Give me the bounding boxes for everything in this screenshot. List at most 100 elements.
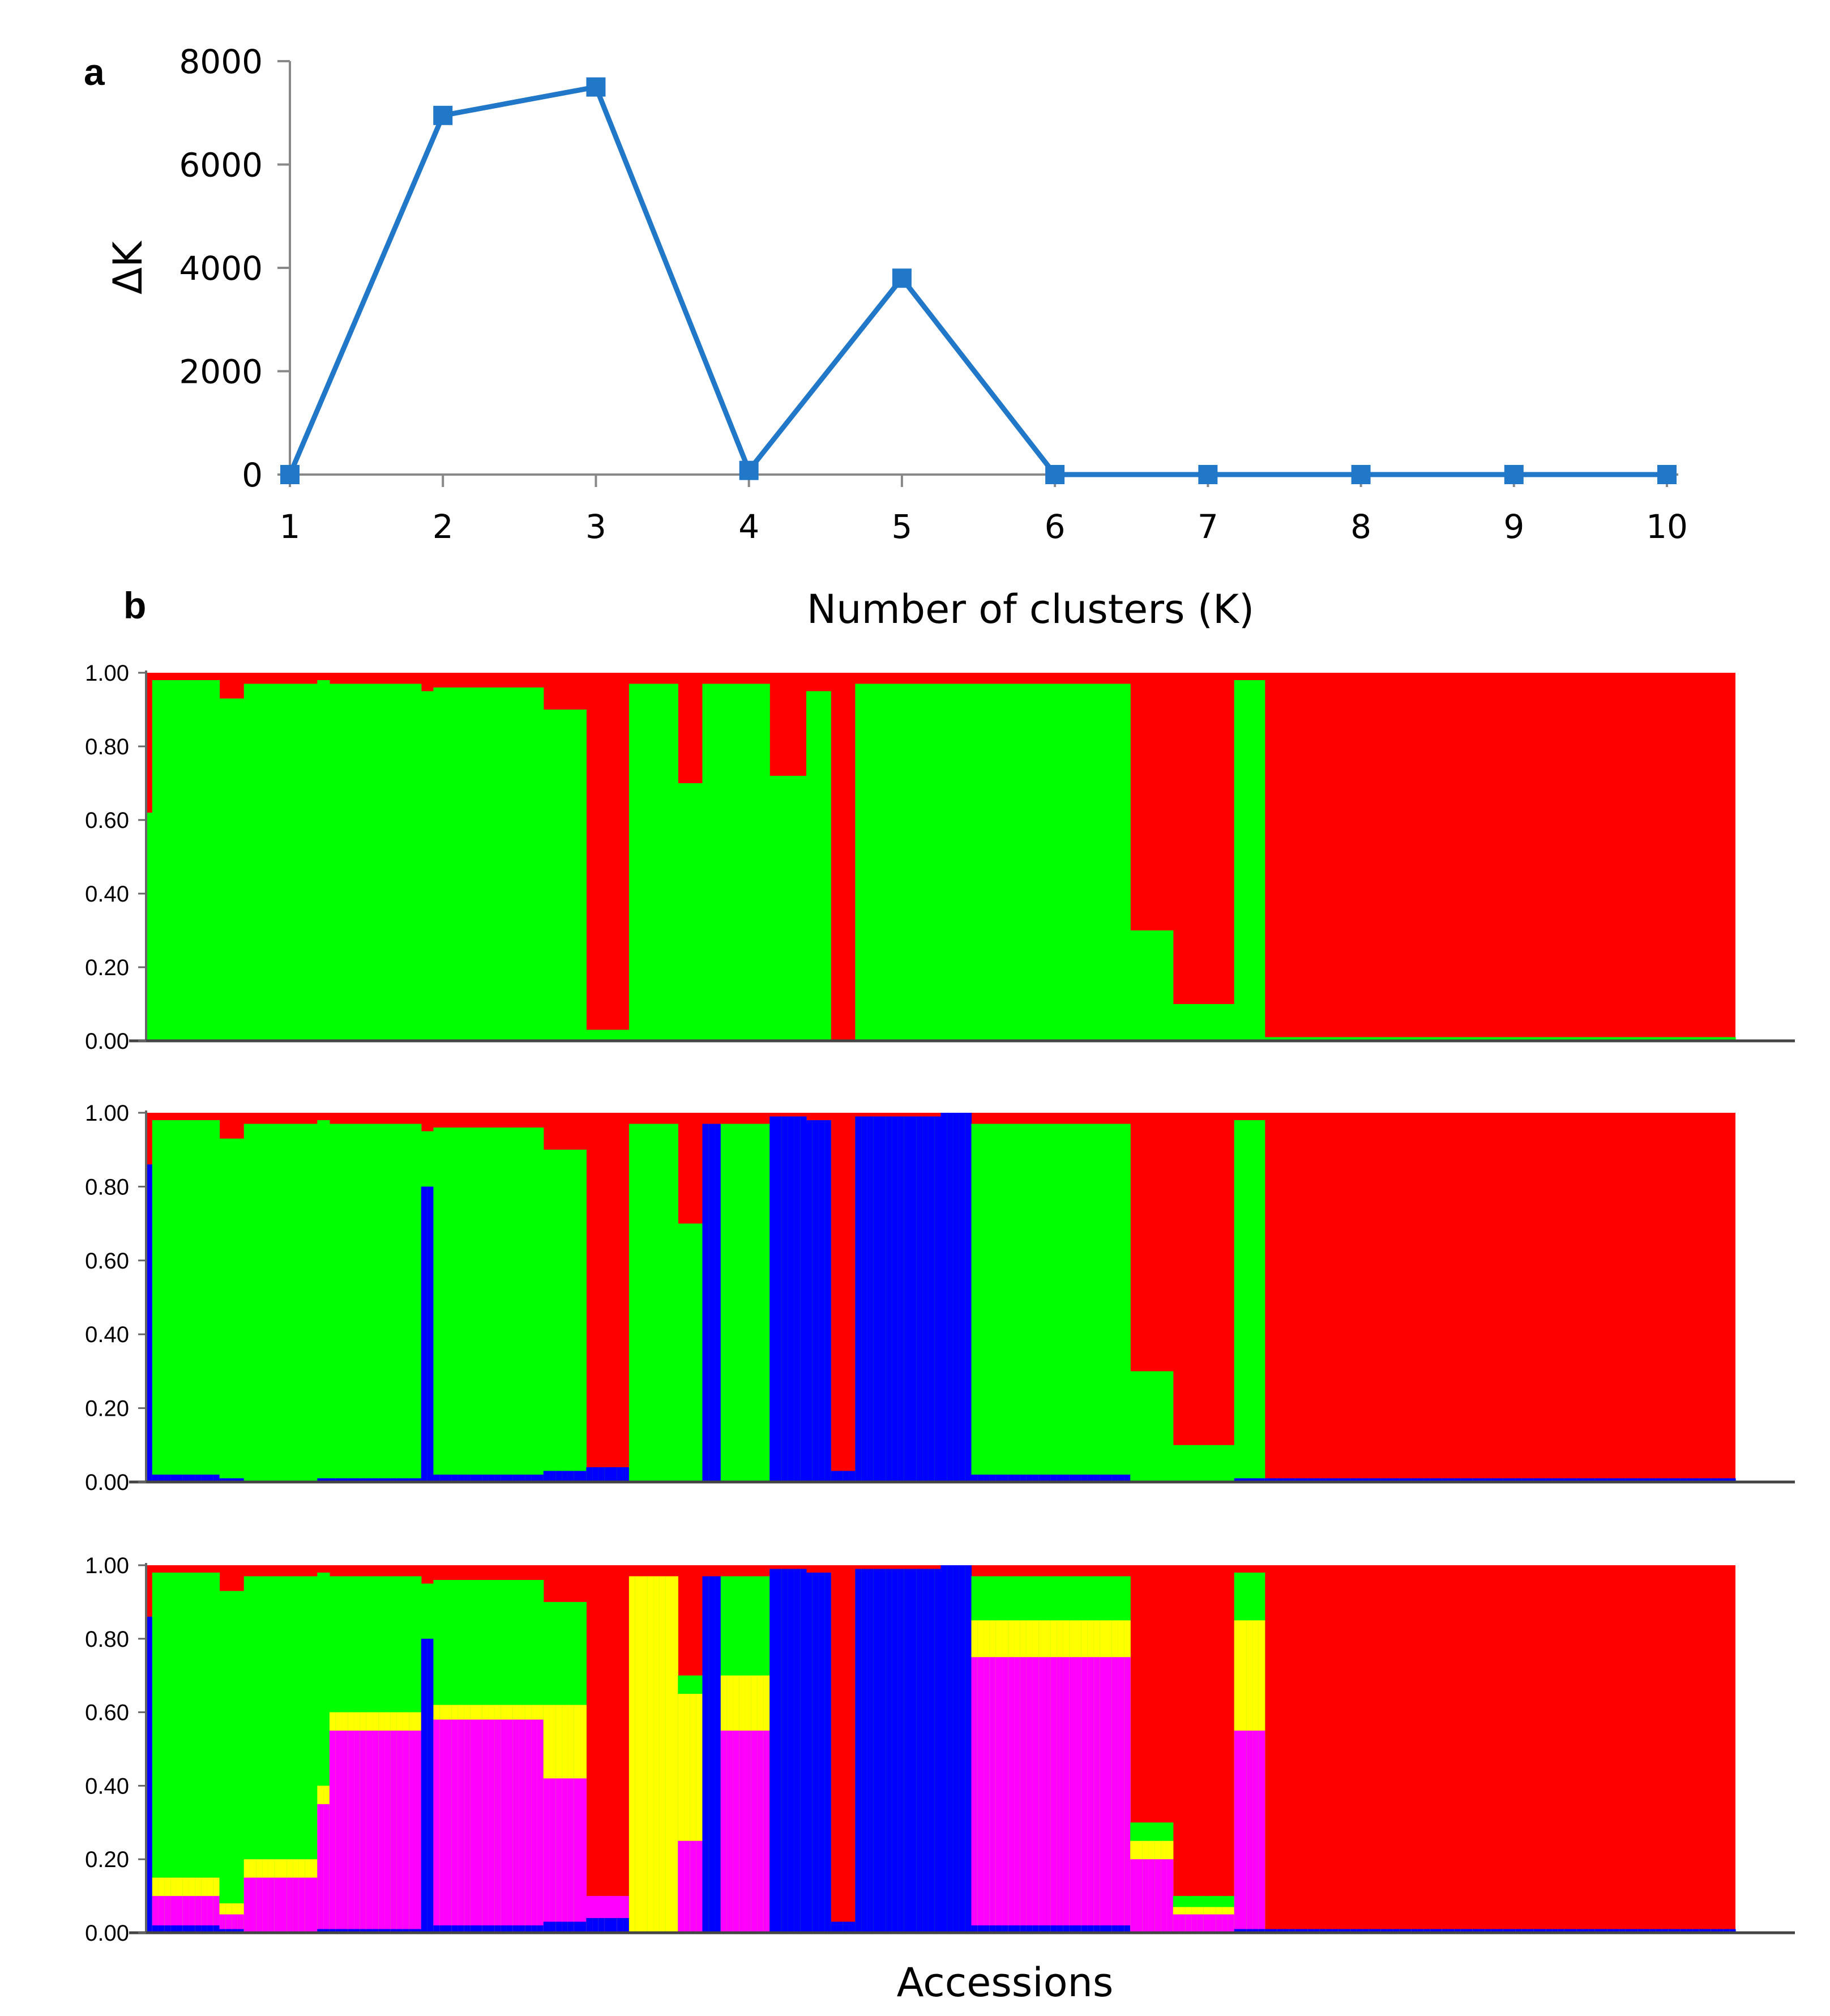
accession-bar-magenta: [336, 1731, 342, 1933]
accession-bar-green: [1136, 930, 1143, 1041]
accession-bar-green: [922, 684, 929, 1041]
accession-bar-magenta: [751, 1731, 758, 1933]
accession-bar-blue: [611, 1918, 617, 1933]
accession-bar-green: [323, 1120, 330, 1482]
accession-bar-green: [1124, 1124, 1130, 1482]
accession-bar-green: [1216, 1445, 1222, 1482]
accession-bar-magenta: [525, 1720, 531, 1933]
accession-bar-green: [452, 1127, 458, 1482]
accession-bar-blue: [892, 1569, 898, 1933]
accession-bar-green: [372, 1124, 378, 1482]
accession-bar-green: [305, 1124, 311, 1482]
accession-bar-green: [996, 684, 1002, 1041]
panel-b-label: b: [123, 584, 146, 626]
accession-bar-yellow: [629, 1576, 635, 1933]
accession-bar-green: [996, 1124, 1002, 1482]
accession-bar-green: [177, 680, 183, 1041]
structure-y-tick-label: 0.60: [85, 1701, 129, 1725]
panel-a-x-tick-label: 8: [1350, 507, 1371, 546]
accession-bar-magenta: [1038, 1657, 1045, 1933]
accession-bar-green: [660, 684, 666, 1041]
accession-bar-green: [1032, 1124, 1038, 1482]
accession-bar-magenta: [403, 1731, 409, 1933]
accession-bar-green: [220, 1139, 226, 1482]
accession-bar-blue: [880, 1569, 886, 1933]
accession-bar-green: [1204, 1445, 1210, 1482]
accession-bar-green: [458, 1127, 464, 1482]
accession-bar-blue: [849, 1471, 856, 1482]
accession-bar-green: [696, 783, 703, 1041]
accession-bar-magenta: [275, 1878, 281, 1933]
accession-bar-green: [293, 1124, 299, 1482]
accession-bar-blue: [813, 1120, 819, 1482]
accession-bar-magenta: [250, 1878, 256, 1933]
accession-bar-magenta: [360, 1731, 366, 1933]
accession-bar-green: [317, 680, 323, 1041]
accession-bar-magenta: [494, 1720, 501, 1933]
accession-bar-green: [384, 1124, 391, 1482]
accession-bar-blue: [421, 1639, 427, 1933]
accession-bar-magenta: [1057, 1657, 1063, 1933]
accession-bar-green: [1155, 1371, 1161, 1482]
accession-bar-green: [195, 680, 201, 1041]
accession-bar-green: [708, 684, 715, 1041]
delta-k-point: [739, 461, 759, 480]
accession-bar-green: [317, 1120, 323, 1482]
accession-bar-green: [366, 1124, 373, 1482]
accession-bar-magenta: [1014, 1657, 1020, 1933]
accession-bar-blue: [837, 1922, 843, 1933]
delta-k-point: [433, 106, 452, 125]
accession-bar-green: [275, 1124, 281, 1482]
panel-a-y-tick-label: 6000: [179, 146, 263, 185]
accession-bar-green: [1038, 684, 1045, 1041]
accession-bar-blue: [574, 1922, 580, 1933]
accession-bar-magenta: [568, 1778, 574, 1933]
accession-bar-magenta: [1173, 1915, 1179, 1933]
accession-bar-blue: [910, 1569, 917, 1933]
accession-bar-green: [213, 1120, 220, 1482]
accession-bar-magenta: [1228, 1915, 1234, 1933]
accession-bar-blue: [831, 1471, 837, 1482]
accession-bar-green: [360, 1124, 366, 1482]
accession-bar-blue: [953, 1113, 959, 1482]
accession-bar-magenta: [1210, 1915, 1216, 1933]
accession-bar-green: [794, 776, 800, 1041]
accession-bar-green: [1118, 1124, 1124, 1482]
accession-bar-green: [653, 684, 660, 1041]
accession-bar-green: [256, 684, 262, 1041]
accession-bar-green: [684, 783, 690, 1041]
accession-bar-green: [935, 684, 941, 1041]
structure-y-tick-label: 0.60: [85, 808, 129, 833]
accession-bar-green: [531, 1127, 537, 1482]
panel-a-x-tick-label: 10: [1646, 507, 1688, 546]
accession-bar-yellow: [653, 1576, 660, 1933]
accession-bar-green: [415, 684, 421, 1041]
accession-bar-magenta: [550, 1778, 556, 1933]
accession-bar-green: [482, 687, 489, 1041]
structure-y-tick-label: 1.00: [85, 1553, 129, 1578]
accession-bar-magenta: [409, 1731, 415, 1933]
accession-bar-magenta: [1093, 1657, 1100, 1933]
accession-bar-green: [470, 1127, 476, 1482]
accession-bar-green: [727, 684, 733, 1041]
delta-k-point: [1504, 465, 1524, 484]
accession-bar-green: [183, 680, 189, 1041]
structure-y-tick-label: 0.40: [85, 1774, 129, 1799]
structure-y-tick-label: 0.40: [85, 1322, 129, 1347]
delta-k-point: [1657, 465, 1677, 484]
accession-bar-magenta: [1185, 1915, 1191, 1933]
accession-bar-green: [733, 1124, 739, 1482]
accession-bar-green: [232, 1591, 238, 1933]
accession-bar-magenta: [1167, 1859, 1173, 1933]
accession-bar-blue: [580, 1922, 587, 1933]
accession-bar-green: [275, 684, 281, 1041]
accession-bar-magenta: [544, 1778, 550, 1933]
accession-bar-green: [580, 710, 587, 1041]
accession-bar-green: [238, 699, 244, 1041]
accession-bar-magenta: [745, 1731, 751, 1933]
accession-bar-magenta: [1088, 1657, 1094, 1933]
accession-bar-blue: [898, 1117, 904, 1482]
accession-bar-green: [391, 1124, 397, 1482]
accession-bar-green: [544, 710, 550, 1041]
accession-bar-magenta: [507, 1720, 513, 1933]
